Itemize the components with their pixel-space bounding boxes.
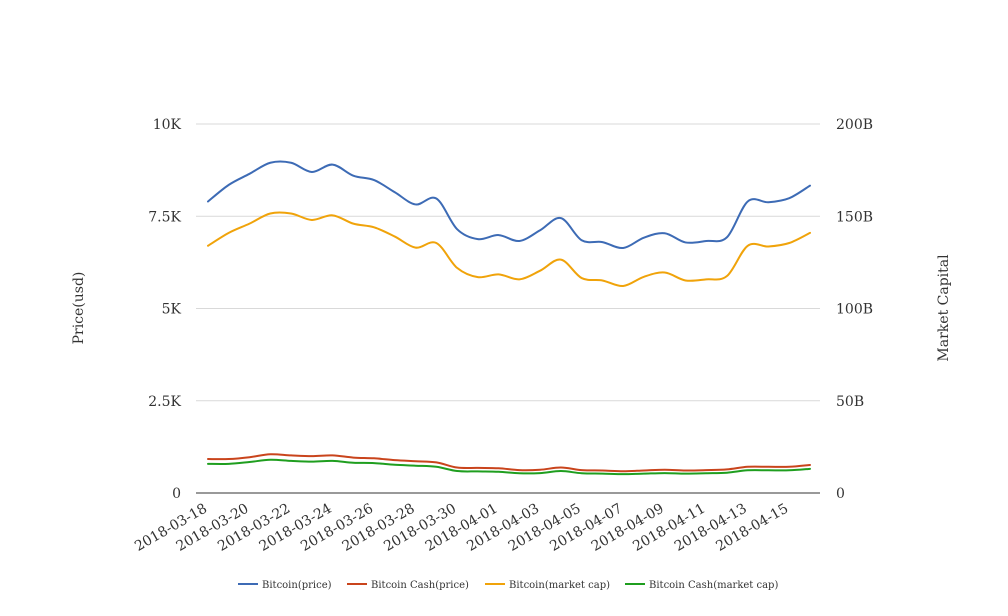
right-tick-label: 200B [836,117,873,133]
left-tick-label: 10K [153,117,182,133]
legend-item-2[interactable]: Bitcoin(market cap) [485,580,610,591]
legend-item-1[interactable]: Bitcoin Cash(price) [347,580,469,591]
series-line-3 [207,458,811,476]
right-tick-label: 50B [836,394,864,410]
right-axis-title: Market Capital [936,254,952,362]
legend-label: Bitcoin Cash(price) [371,580,469,591]
x-axis-ticks: 2018-03-182018-03-202018-03-222018-03-24… [132,501,791,555]
right-axis-ticks: 0 50B 100B 150B 200B [836,117,873,502]
series-line-2 [207,211,811,287]
series-line-0 [207,160,811,249]
series-line-1 [207,453,811,473]
left-tick-label: 2.5K [148,394,181,410]
left-tick-label: 0 [172,486,181,502]
grid-layer [196,123,820,494]
left-axis-title: Price(usd) [71,272,87,345]
left-axis-ticks: 0 2.5K 5K 7.5K 10K [148,117,181,502]
legend-label: Bitcoin(market cap) [509,580,610,591]
series-layer [207,160,811,476]
legend-item-3[interactable]: Bitcoin Cash(market cap) [625,580,778,591]
right-tick-label: 0 [836,486,845,502]
legend: Bitcoin(price) Bitcoin Cash(price) Bitcoin… [238,580,778,591]
legend-item-0[interactable]: Bitcoin(price) [238,580,332,591]
left-tick-label: 7.5K [148,209,181,225]
left-tick-label: 5K [162,302,182,318]
legend-label: Bitcoin Cash(market cap) [649,580,778,591]
right-tick-label: 150B [836,209,873,225]
right-tick-label: 100B [836,302,873,318]
legend-label: Bitcoin(price) [262,580,332,591]
